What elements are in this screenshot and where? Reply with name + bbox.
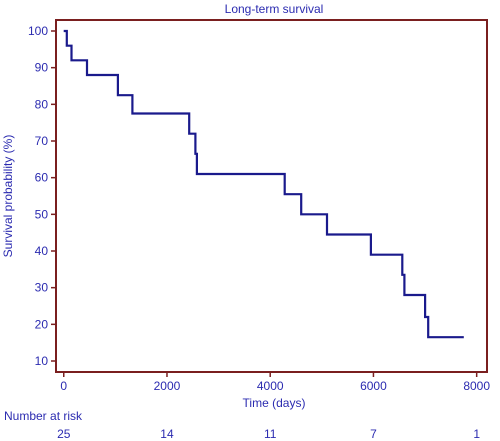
y-tick-label: 20 — [35, 317, 49, 331]
y-axis-label: Survival probability (%) — [1, 135, 15, 258]
y-tick-label: 80 — [35, 97, 49, 111]
y-tick-label: 40 — [35, 244, 49, 258]
y-tick-label: 70 — [35, 134, 49, 148]
risk-count: 1 — [473, 427, 480, 441]
survival-curve — [63, 29, 464, 339]
risk-count: 14 — [160, 427, 174, 441]
y-axis: 10 20 30 40 50 60 70 80 90 100 — [28, 24, 56, 368]
risk-count: 25 — [57, 427, 71, 441]
y-tick-label: 50 — [35, 207, 49, 221]
x-axis: 0 2000 4000 6000 8000 — [60, 372, 490, 393]
x-tick-label: 4000 — [257, 379, 284, 393]
x-tick-label: 0 — [60, 379, 67, 393]
y-tick-label: 30 — [35, 281, 49, 295]
chart-title: Long-term survival — [225, 2, 324, 16]
risk-count: 11 — [264, 427, 277, 441]
y-tick-label: 90 — [35, 61, 49, 75]
risk-count: 7 — [370, 427, 377, 441]
x-tick-label: 8000 — [463, 379, 490, 393]
x-tick-label: 6000 — [360, 379, 387, 393]
risk-table-label: Number at risk — [4, 409, 83, 423]
plot-frame — [55, 19, 488, 373]
x-axis-label: Time (days) — [243, 396, 306, 410]
y-tick-label: 10 — [35, 354, 49, 368]
x-tick-label: 2000 — [154, 379, 181, 393]
y-tick-label: 100 — [28, 24, 48, 38]
risk-table-row: 25 14 11 7 1 — [57, 427, 480, 441]
y-tick-label: 60 — [35, 171, 49, 185]
